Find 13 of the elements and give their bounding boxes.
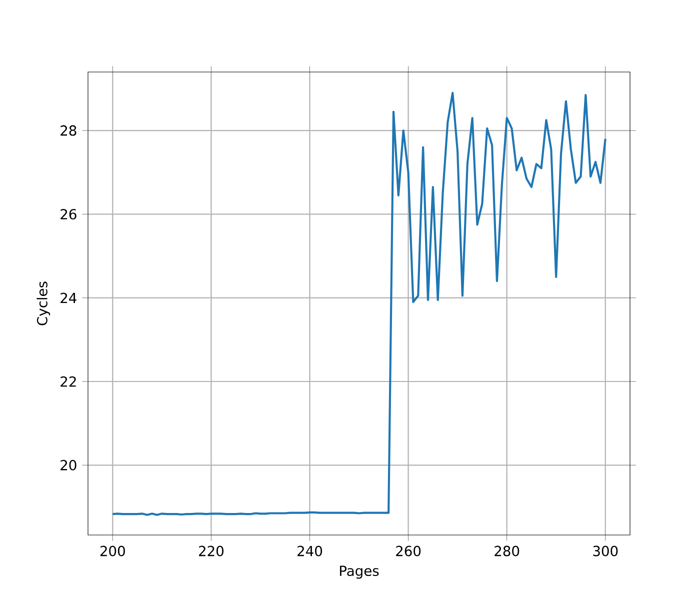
y-tick-label: 20	[60, 460, 76, 470]
y-axis-title: Cycles	[36, 282, 50, 326]
x-tick-label: 240	[298, 546, 322, 556]
x-tick-label: 280	[494, 546, 520, 556]
y-tick-label: 28	[60, 125, 76, 136]
x-axis-title: Pages	[340, 566, 379, 579]
x-tick-label: 200	[100, 546, 125, 556]
y-tick-label: 24	[60, 292, 76, 303]
x-tick-label: 220	[199, 546, 224, 556]
x-tick-label: 260	[396, 546, 421, 556]
x-tick-label: 300	[593, 546, 618, 556]
y-tick-label: 26	[60, 208, 76, 220]
y-tick-label: 22	[60, 376, 76, 387]
